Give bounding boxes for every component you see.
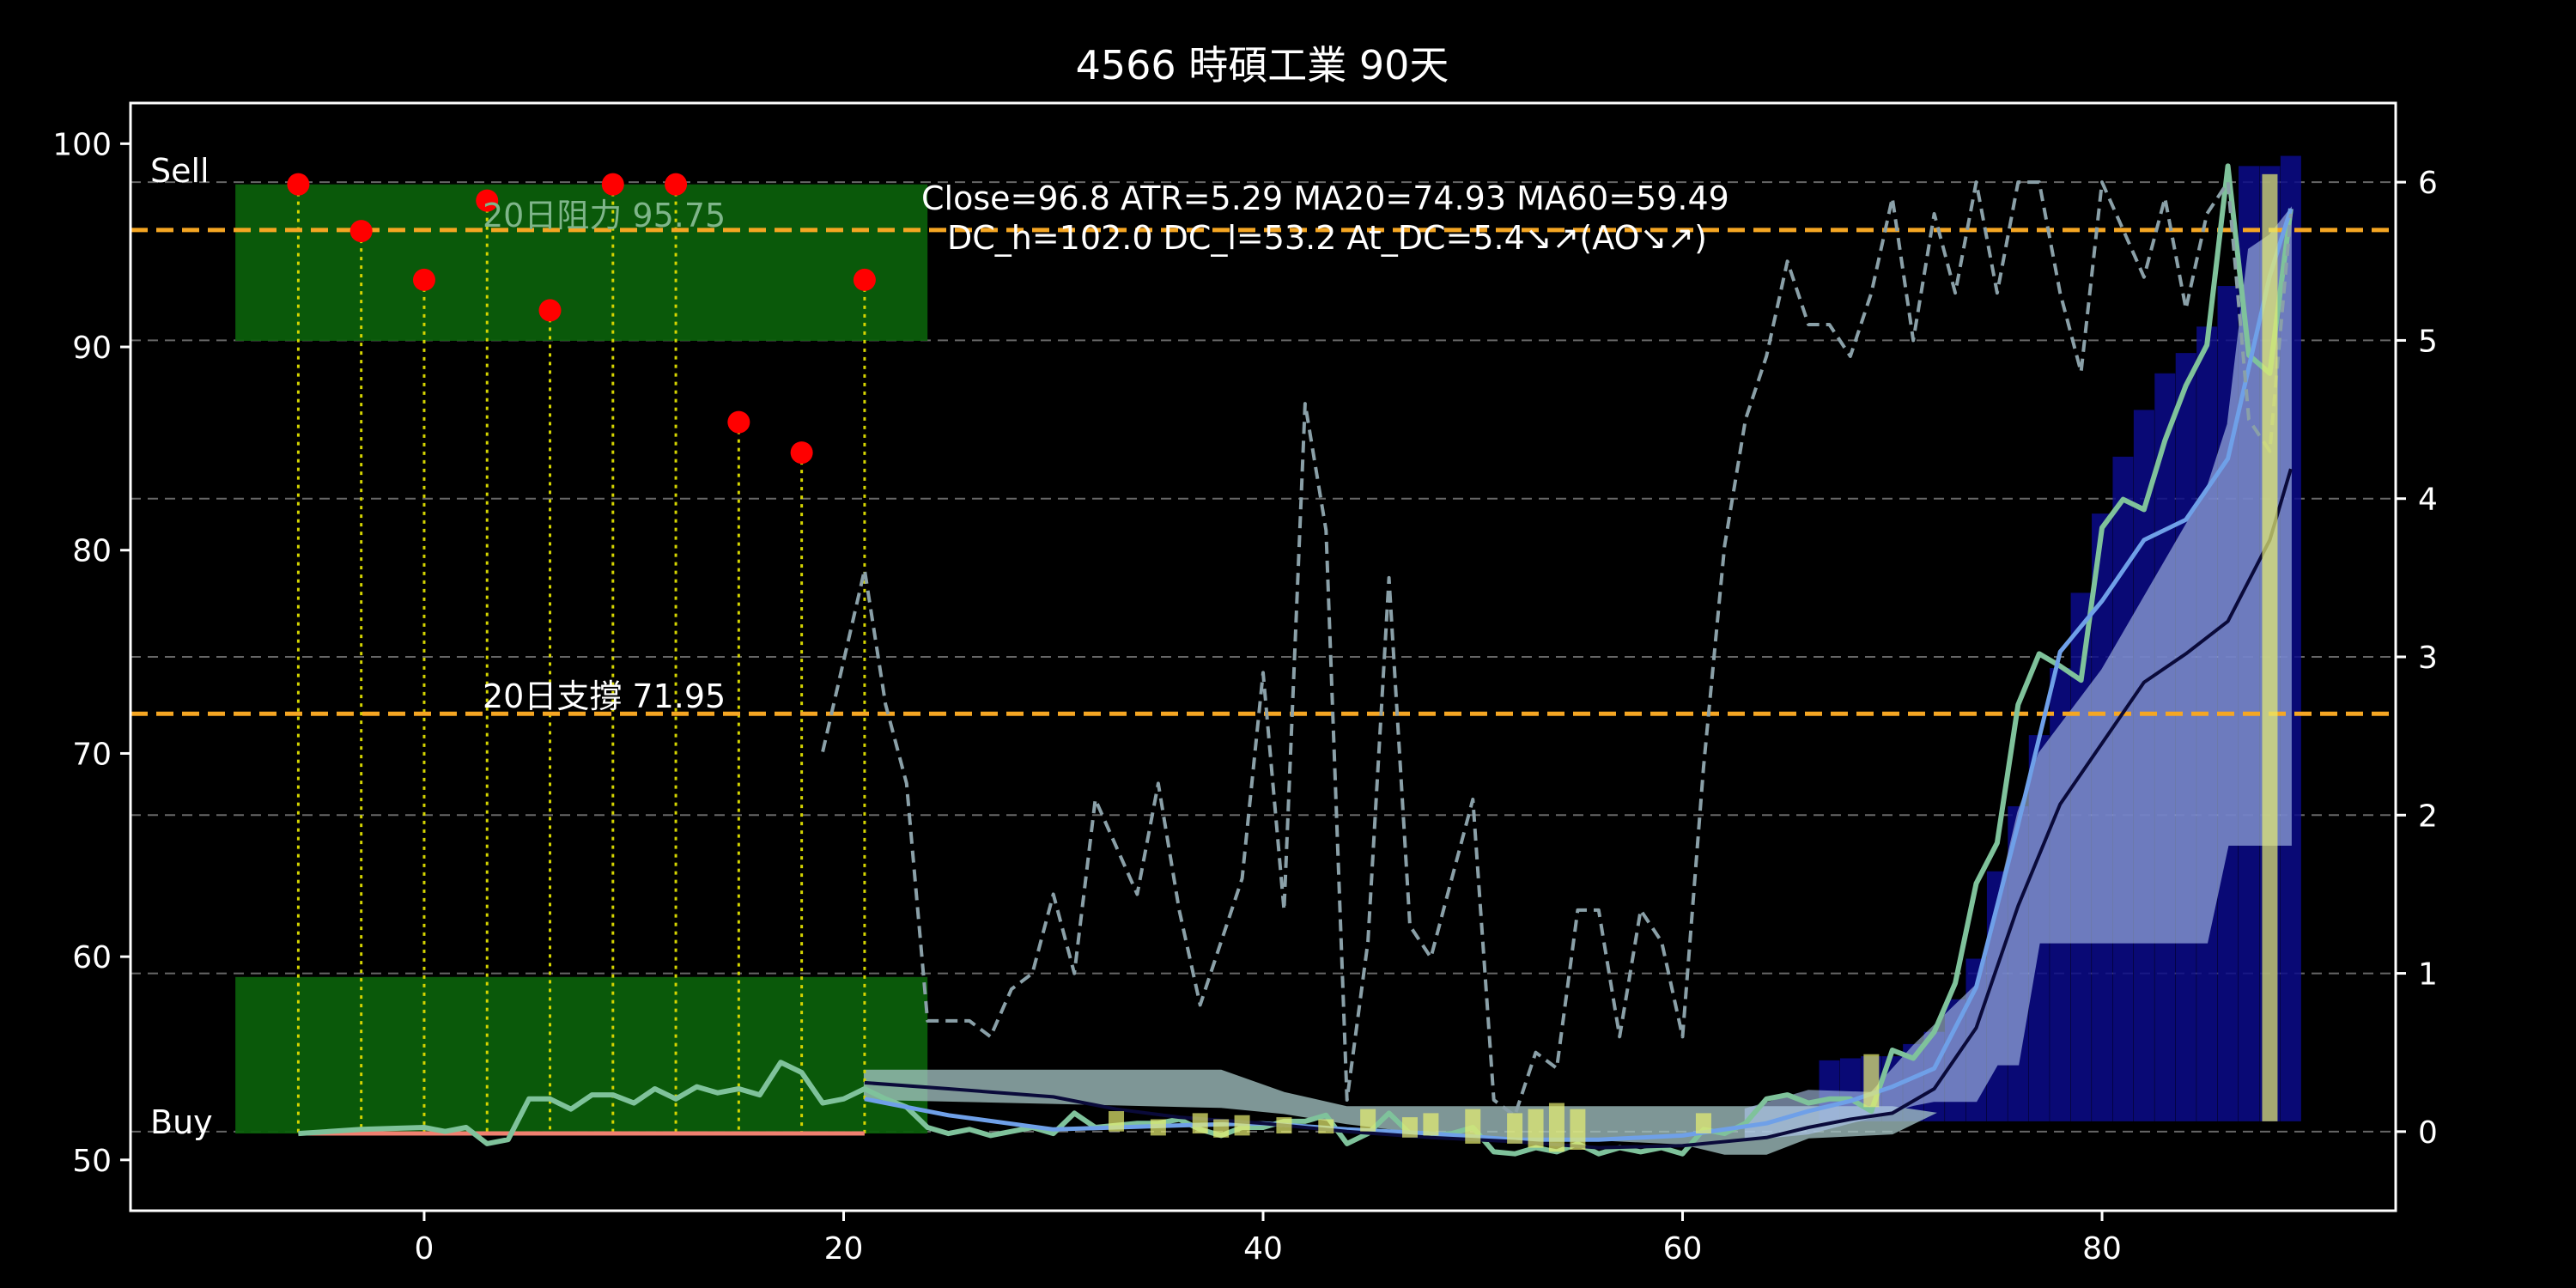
y2-tick-label: 1 xyxy=(2418,957,2438,993)
highlight-candle xyxy=(2262,173,2278,1121)
resistance-label: 20日阻力 95.75 xyxy=(483,197,726,234)
support-label: 20日支撐 71.95 xyxy=(483,677,726,715)
highlight-candle xyxy=(1401,1117,1418,1138)
buy-zone xyxy=(235,976,928,1134)
y-tick-label: 100 xyxy=(52,127,112,162)
indicator-lines xyxy=(298,163,2293,1157)
y-tick-label: 50 xyxy=(72,1144,112,1179)
highlight-candle xyxy=(1234,1115,1250,1136)
y2-tick-label: 2 xyxy=(2418,799,2438,834)
highlight-candle xyxy=(1528,1109,1544,1148)
annotations: Sell Buy 20日阻力 95.75 20日支撐 71.95 Close=9… xyxy=(150,152,1729,1141)
signal-zones xyxy=(235,184,928,1134)
highlight-candle xyxy=(1423,1113,1439,1136)
signal-stems xyxy=(296,184,866,1134)
ma60-line xyxy=(864,468,2293,1150)
highlight-candle xyxy=(1360,1109,1376,1132)
y-tick-label: 80 xyxy=(72,534,112,569)
highlight-candle xyxy=(1570,1109,1586,1150)
highlight-candle xyxy=(1276,1117,1292,1134)
x-tick-label: 80 xyxy=(2082,1231,2122,1267)
signal-dot xyxy=(853,268,876,291)
y2-tick-label: 5 xyxy=(2418,324,2438,359)
y-tick-label: 60 xyxy=(72,940,112,975)
x-tick-label: 0 xyxy=(415,1231,434,1267)
y-tick-label: 70 xyxy=(72,737,112,772)
atr-line xyxy=(821,180,2293,1118)
signal-dot xyxy=(538,299,562,322)
highlight-candle xyxy=(1507,1113,1523,1144)
signal-dot xyxy=(287,173,310,196)
sell-label: Sell xyxy=(150,152,210,190)
highlight-candle xyxy=(1695,1113,1711,1134)
signal-dot xyxy=(476,189,499,212)
highlight-candle xyxy=(1548,1103,1564,1152)
signal-dot xyxy=(601,173,624,196)
signal-dot xyxy=(349,220,373,243)
highlight-candles xyxy=(1109,173,2278,1152)
stats-line-2: DC_h=102.0 DC_l=53.2 At_DC=5.4↘↗(AO↘↗) xyxy=(947,219,1707,257)
signal-dot xyxy=(790,441,813,465)
stats-line-1: Close=96.8 ATR=5.29 MA20=74.93 MA60=59.4… xyxy=(921,179,1729,217)
signal-dot xyxy=(412,268,435,291)
buy-label: Buy xyxy=(150,1103,213,1141)
ma20-line xyxy=(864,208,2293,1142)
y2-tick-label: 0 xyxy=(2418,1115,2438,1151)
highlight-candle xyxy=(1318,1119,1334,1134)
y2-tick-label: 6 xyxy=(2418,166,2438,201)
signal-dot xyxy=(665,173,688,196)
highlight-candle xyxy=(1150,1119,1166,1136)
highlight-candle xyxy=(1192,1113,1208,1134)
highlight-candle xyxy=(1863,1054,1880,1108)
y2-tick-label: 4 xyxy=(2418,483,2438,518)
x-tick-label: 60 xyxy=(1663,1231,1703,1267)
y-tick-label: 90 xyxy=(72,331,112,366)
highlight-candle xyxy=(1109,1111,1125,1132)
signal-dot xyxy=(727,410,750,434)
y2-tick-label: 3 xyxy=(2418,641,2438,676)
signal-dots xyxy=(287,173,876,465)
chart-title: 4566 時碩工業 90天 xyxy=(1076,42,1449,88)
x-tick-label: 20 xyxy=(824,1231,864,1267)
axes: 0 20 40 60 80 50 60 70 80 90 100 0 1 2 3 4 5 6 xyxy=(52,101,2438,1267)
highlight-candle xyxy=(1465,1109,1481,1144)
x-tick-label: 40 xyxy=(1243,1231,1283,1267)
sell-zone xyxy=(235,184,928,341)
highlight-candle xyxy=(1213,1119,1230,1138)
